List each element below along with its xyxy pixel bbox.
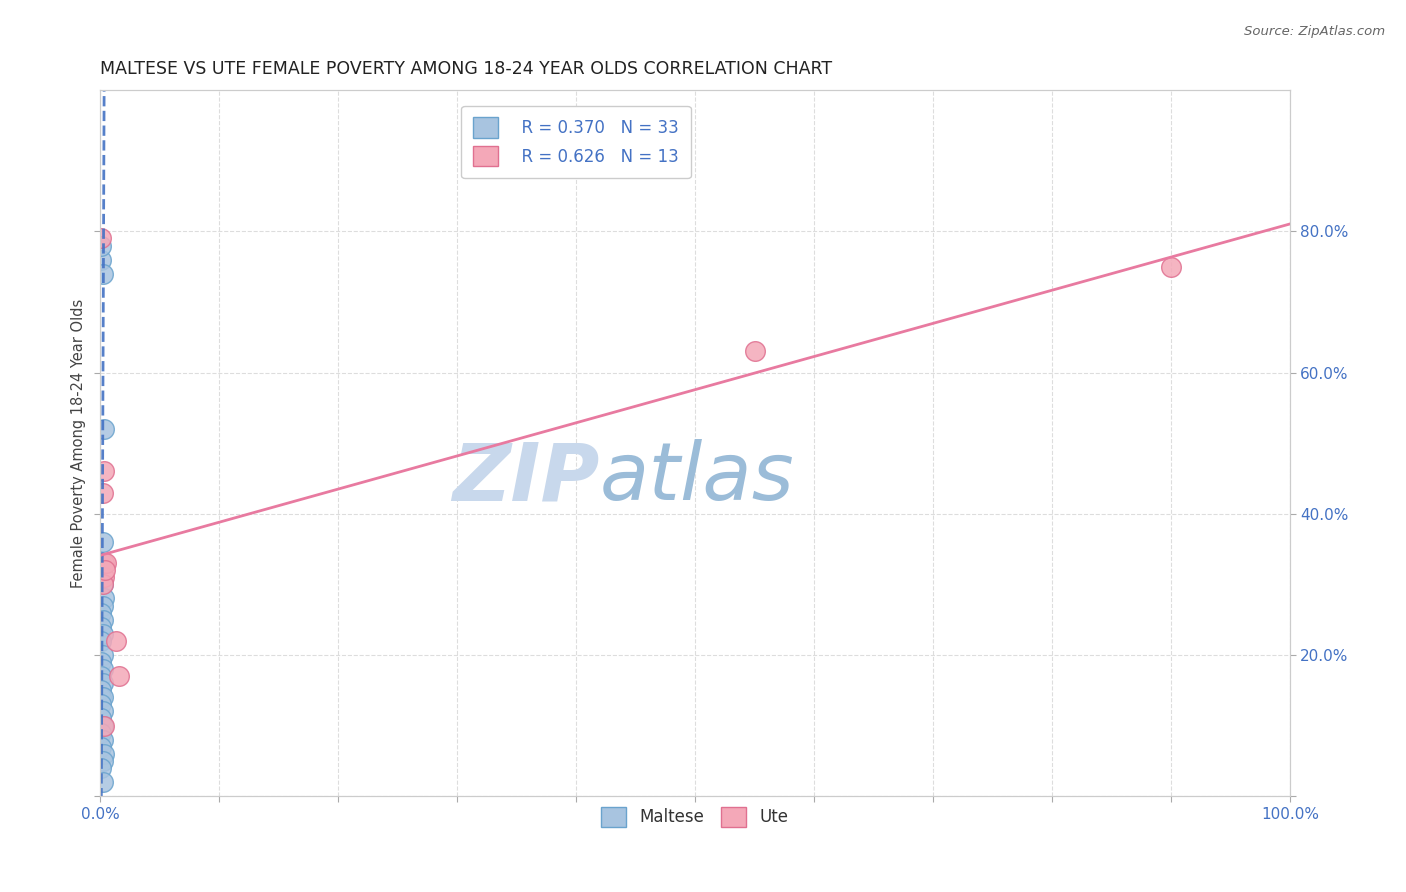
- Point: [94, 563, 117, 577]
- Point: [94, 556, 117, 570]
- Point: [91, 626, 114, 640]
- Point: [91, 676, 114, 690]
- Point: [90, 683, 112, 698]
- Point: [91, 732, 114, 747]
- Point: [90, 669, 112, 683]
- Text: atlas: atlas: [600, 440, 794, 517]
- Point: [91, 775, 114, 789]
- Point: [90, 698, 112, 712]
- Point: [104, 633, 127, 648]
- Point: [90, 761, 112, 775]
- Point: [91, 577, 114, 591]
- Point: [744, 344, 766, 359]
- Text: ZIP: ZIP: [453, 440, 600, 517]
- Point: [108, 669, 131, 683]
- Point: [90, 556, 112, 570]
- Point: [90, 725, 112, 739]
- Point: [91, 599, 114, 613]
- Point: [91, 648, 114, 662]
- Point: [90, 238, 112, 252]
- Point: [93, 570, 115, 584]
- Point: [1160, 260, 1182, 274]
- Point: [91, 754, 114, 768]
- Point: [91, 577, 114, 591]
- Point: [91, 690, 114, 705]
- Point: [91, 485, 114, 500]
- Point: [91, 705, 114, 719]
- Point: [93, 718, 115, 732]
- Point: [93, 591, 115, 606]
- Point: [90, 606, 112, 620]
- Point: [91, 718, 114, 732]
- Point: [91, 662, 114, 676]
- Point: [91, 613, 114, 627]
- Point: [90, 711, 112, 725]
- Point: [90, 231, 112, 245]
- Point: [93, 556, 115, 570]
- Point: [90, 252, 112, 267]
- Y-axis label: Female Poverty Among 18-24 Year Olds: Female Poverty Among 18-24 Year Olds: [72, 299, 86, 588]
- Point: [90, 739, 112, 754]
- Legend: Maltese, Ute: Maltese, Ute: [595, 800, 796, 834]
- Point: [90, 655, 112, 669]
- Point: [93, 422, 115, 436]
- Point: [93, 747, 115, 761]
- Point: [93, 464, 115, 478]
- Point: [91, 267, 114, 281]
- Point: [90, 620, 112, 634]
- Point: [90, 690, 112, 705]
- Point: [90, 633, 112, 648]
- Text: Source: ZipAtlas.com: Source: ZipAtlas.com: [1244, 25, 1385, 38]
- Text: MALTESE VS UTE FEMALE POVERTY AMONG 18-24 YEAR OLDS CORRELATION CHART: MALTESE VS UTE FEMALE POVERTY AMONG 18-2…: [100, 60, 832, 78]
- Point: [91, 535, 114, 549]
